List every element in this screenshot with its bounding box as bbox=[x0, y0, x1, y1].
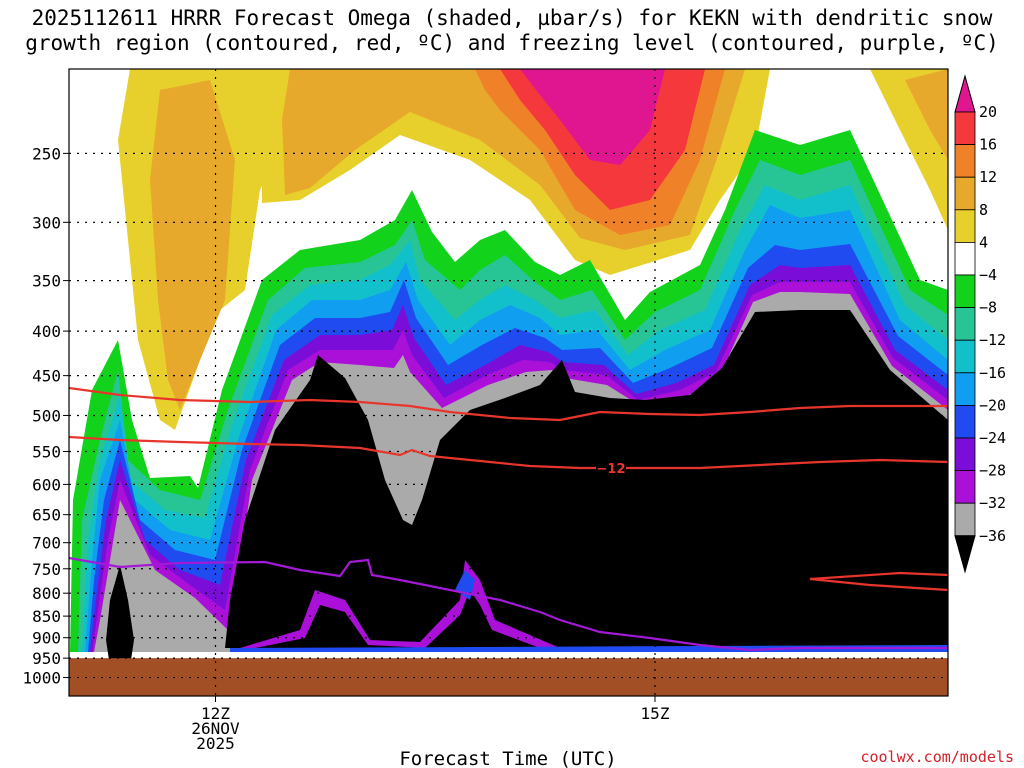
title-line-1: 2025112611 HRRR Forecast Omega (shaded, … bbox=[31, 6, 993, 30]
title-line-2: growth region (contoured, red, ºC) and f… bbox=[25, 31, 999, 55]
colorbar-label: 20 bbox=[979, 103, 997, 121]
y-tick-label: 1000 bbox=[22, 669, 61, 688]
x-tick-label: 26NOV bbox=[191, 719, 240, 738]
contour-dendritic-minus-12 bbox=[69, 386, 948, 422]
colorbar-swatch bbox=[954, 307, 976, 341]
y-tick-label: 650 bbox=[32, 506, 61, 525]
chart-title: 2025112611 HRRR Forecast Omega (shaded, … bbox=[0, 6, 1024, 56]
colorbar-label: 4 bbox=[979, 233, 988, 251]
colorbar-label: 16 bbox=[979, 136, 997, 154]
colorbar-label: −12 bbox=[979, 331, 1006, 349]
colorbar-swatch bbox=[954, 209, 976, 243]
x-tick-label: 12Z bbox=[201, 704, 230, 723]
colorbar-label: 8 bbox=[979, 201, 988, 219]
colorbar-top-arrow bbox=[954, 74, 976, 113]
colorbar-swatch bbox=[954, 372, 976, 406]
colorbar-label: −8 bbox=[979, 299, 997, 317]
contour-label-minus-12: −12 bbox=[596, 459, 626, 477]
omega-neg-36-core bbox=[225, 310, 948, 650]
colorbar-label: −16 bbox=[979, 364, 1006, 382]
colorbar-label: −32 bbox=[979, 494, 1006, 512]
colorbar-swatch bbox=[954, 502, 976, 537]
omega-shading: −12 bbox=[69, 69, 948, 696]
y-tick-label: 300 bbox=[32, 213, 61, 232]
colorbar-swatch bbox=[954, 339, 976, 374]
x-axis-ticks: 12Z26NOV202515Z18Z21Z00Z27NOV03Z bbox=[191, 696, 670, 753]
y-axis-ticks: 250 300 350 400 450 500 550 600 650 700 750 800 850 9… bbox=[22, 144, 69, 688]
omega-pos-20-upper bbox=[520, 69, 665, 165]
y-tick-label: 700 bbox=[32, 534, 61, 553]
y-tick-label: 950 bbox=[32, 649, 61, 668]
contour-label-text: −12 bbox=[597, 462, 626, 477]
omega-neg-lowlevel-bump-2 bbox=[255, 590, 540, 648]
colorbar-label: −28 bbox=[979, 462, 1006, 480]
colorbar-bottom-arrow bbox=[954, 535, 976, 574]
y-tick-label: 750 bbox=[32, 560, 61, 579]
grid bbox=[69, 69, 948, 696]
y-tick-label: 400 bbox=[32, 322, 61, 341]
contour-freezing-level bbox=[69, 556, 948, 652]
y-tick-label: 800 bbox=[32, 584, 61, 603]
colorbar: 20 16 12 8 4 −4 −8 −12 −16 −20 −24 −28 −32 −36 bbox=[954, 74, 1006, 574]
colorbar-label: 12 bbox=[979, 168, 997, 186]
x-axis-label: Forecast Time (UTC) bbox=[399, 748, 616, 768]
colorbar-label: −24 bbox=[979, 429, 1006, 447]
y-tick-label: 500 bbox=[32, 406, 61, 425]
colorbar-label: −20 bbox=[979, 396, 1006, 414]
colorbar-swatch bbox=[954, 241, 976, 276]
y-tick-label: 900 bbox=[32, 629, 61, 648]
colorbar-swatch bbox=[954, 470, 976, 504]
y-tick-label: 450 bbox=[32, 367, 61, 386]
colorbar-swatch bbox=[954, 176, 976, 211]
colorbar-swatch bbox=[954, 111, 976, 145]
x-tick-label: 2025 bbox=[196, 734, 235, 753]
x-tick-label: 15Z bbox=[641, 704, 670, 723]
colorbar-label: −36 bbox=[979, 527, 1006, 545]
plot-frame bbox=[68, 68, 949, 697]
colorbar-swatch bbox=[954, 437, 976, 471]
y-tick-label: 600 bbox=[32, 475, 61, 494]
colorbar-swatch bbox=[954, 144, 976, 178]
contour-dendritic-minus-18 bbox=[69, 435, 948, 470]
ground bbox=[69, 658, 948, 696]
y-tick-label: 350 bbox=[32, 272, 61, 291]
y-tick-label: 250 bbox=[32, 144, 61, 163]
colorbar-swatch bbox=[954, 274, 976, 308]
contour-dendritic-right-wedge bbox=[809, 571, 948, 592]
colorbar-swatch bbox=[954, 404, 976, 439]
credit-text: coolwx.com/models bbox=[860, 748, 1014, 766]
colorbar-label: −4 bbox=[979, 266, 997, 284]
y-tick-label: 850 bbox=[32, 607, 61, 626]
omega-pos-8-right bbox=[905, 69, 948, 160]
y-tick-label: 550 bbox=[32, 443, 61, 462]
omega-pos-8-left bbox=[150, 80, 235, 410]
